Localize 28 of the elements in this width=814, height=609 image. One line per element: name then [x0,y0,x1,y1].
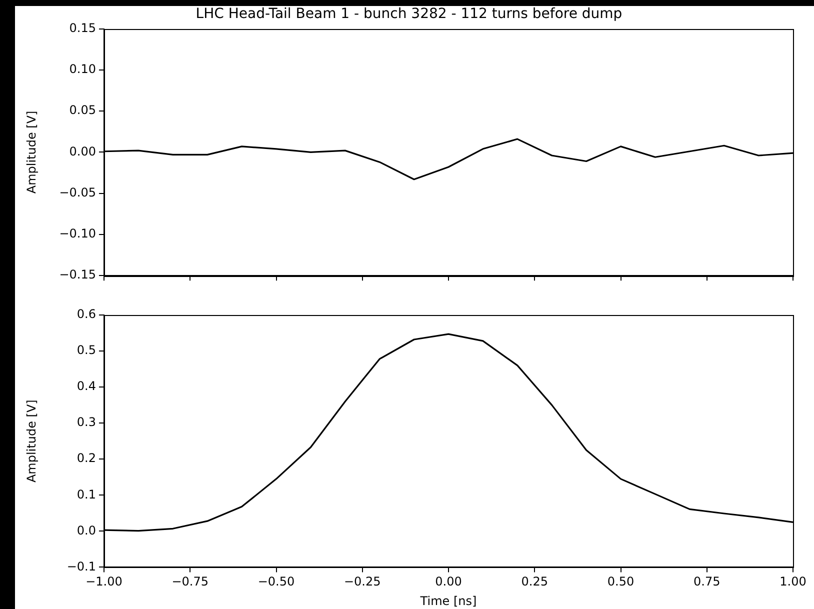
y-tick-label: 0.5 [76,343,96,358]
y-axis-title: Amplitude [V] [24,110,38,194]
y-tick-label: −0.10 [59,226,96,241]
y-tick-label: 0.05 [69,103,96,118]
y-axis-title: Amplitude [V] [24,400,38,483]
chart-title: LHC Head-Tail Beam 1 - bunch 3282 - 112 turns before dump [196,6,622,22]
y-tick-label: 0.15 [69,20,96,35]
x-tick-label: −0.25 [344,574,381,589]
y-tick-label: −0.1 [66,559,96,574]
y-tick-label: 0.4 [76,379,96,394]
x-tick-label: −0.75 [172,574,209,589]
y-tick-label: 0.10 [69,62,96,76]
y-tick-label: 0.00 [69,144,96,158]
x-axis-title: Time [ns] [419,594,477,608]
y-tick-label: 0.3 [76,415,96,430]
y-tick-label: −0.05 [59,185,96,200]
y-tick-label: −0.15 [59,268,96,282]
x-tick-label: 0.75 [694,574,720,589]
x-tick-label: −0.50 [258,574,295,589]
x-tick-label: 0.25 [521,574,548,589]
y-tick-label: 0.2 [76,451,96,466]
y-tick-label: 0.1 [76,487,96,502]
x-tick-label: 0.50 [607,574,634,589]
x-tick-label: 1.00 [780,574,806,589]
x-tick-label: −1.00 [86,574,122,589]
x-tick-label: 0.00 [435,574,462,589]
y-tick-label: 0.0 [76,523,96,538]
y-tick-label: 0.6 [76,307,96,322]
